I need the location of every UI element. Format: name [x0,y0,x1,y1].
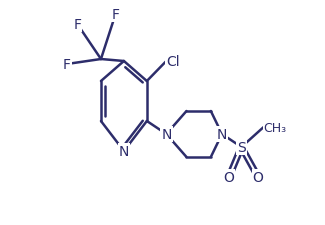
Text: F: F [73,18,81,32]
Text: N: N [217,127,227,141]
Text: Cl: Cl [166,55,180,69]
Text: CH₃: CH₃ [264,121,287,134]
Text: O: O [253,170,264,184]
Text: S: S [237,140,246,154]
Text: F: F [111,8,120,22]
Text: N: N [119,144,129,158]
Text: N: N [161,127,172,141]
Text: O: O [224,170,234,184]
Text: F: F [63,58,71,72]
